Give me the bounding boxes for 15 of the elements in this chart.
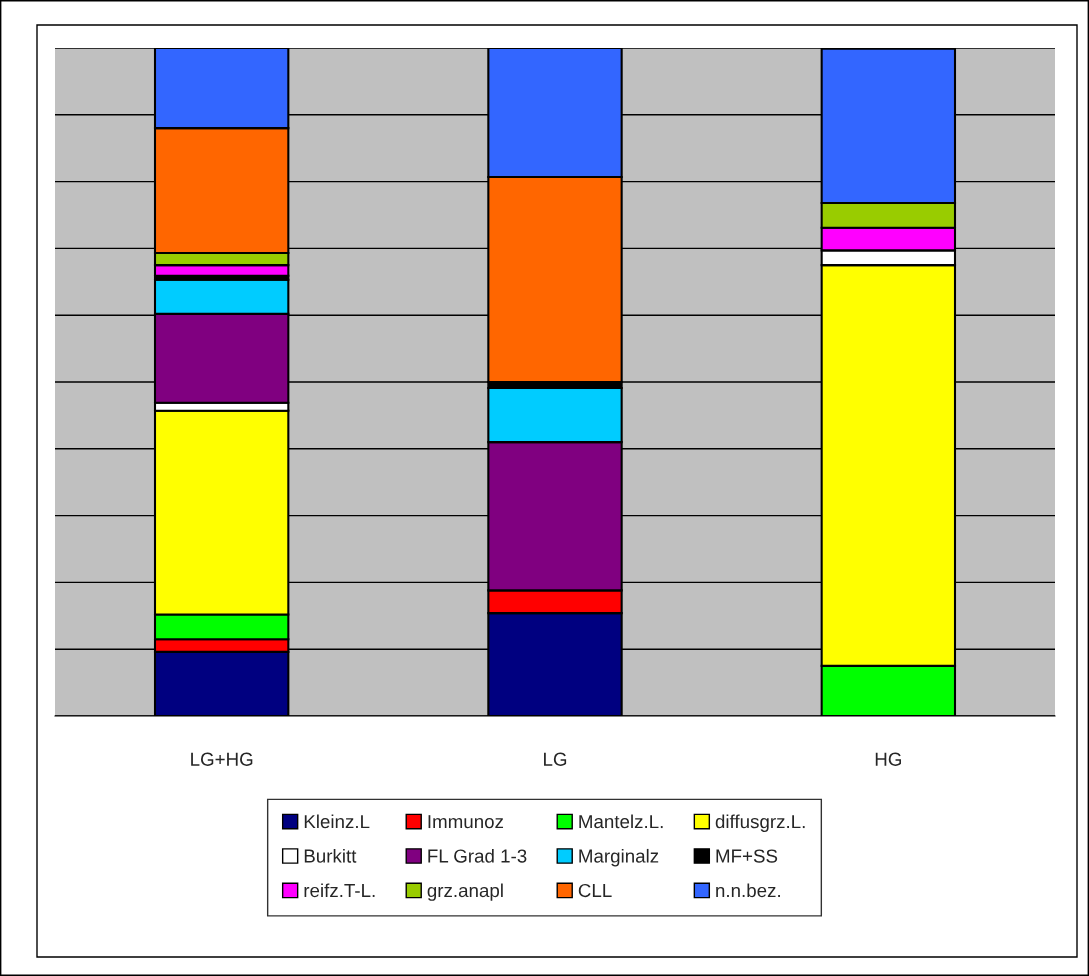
x-tick-label: LG [544, 752, 567, 766]
legend-label: Kleinz.L [304, 814, 370, 829]
legend-label: MF+SS [716, 849, 778, 863]
x-tick-label: LG+HG [191, 752, 253, 766]
legend-label: grz.anapl [427, 883, 503, 901]
x-tick-label: HG [875, 752, 901, 766]
legend-label: Burkitt [304, 848, 357, 863]
legend-label: reifz.T-L. [304, 883, 375, 898]
legend-label: Marginalz [579, 848, 659, 867]
legend-label: FL Grad 1-3 [428, 848, 527, 863]
legend-label: CLL [578, 883, 612, 898]
legend-label: n.n.bez. [716, 883, 780, 898]
legend-label: Immunoz [428, 815, 504, 829]
legend-label: Mantelz.L. [579, 814, 663, 829]
legend-label: diffusgrz.L. [715, 814, 805, 832]
